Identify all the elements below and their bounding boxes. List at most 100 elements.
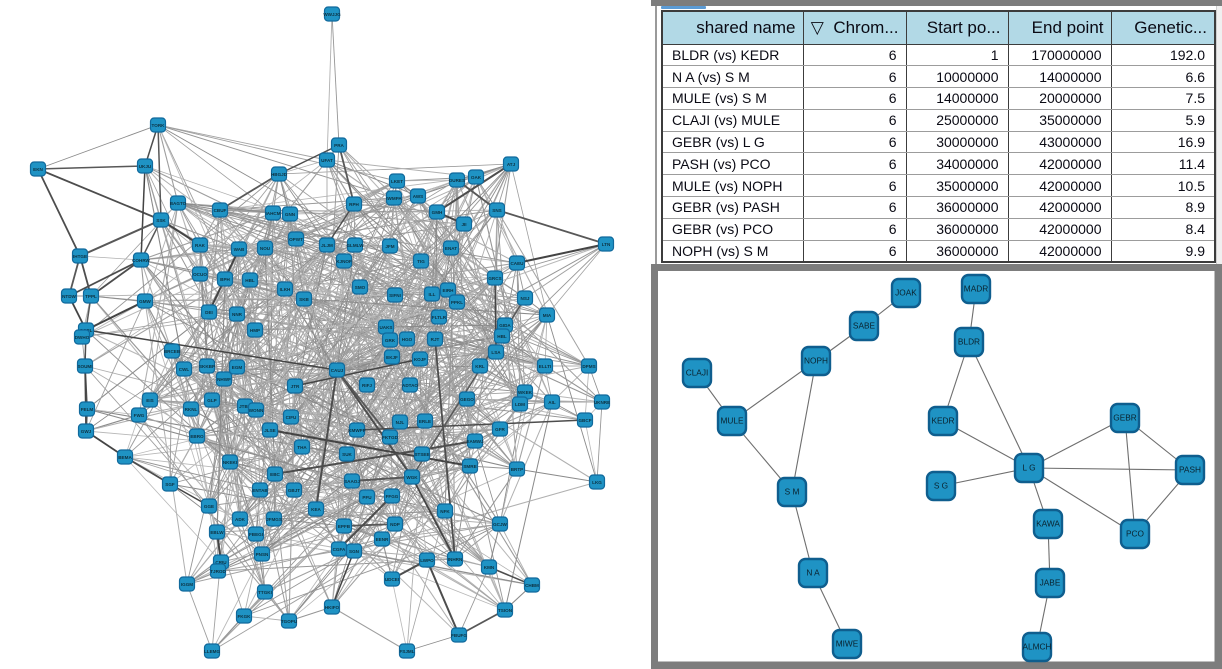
svg-text:MIWE: MIWE — [836, 639, 859, 649]
svg-text:EENR: EENR — [376, 537, 389, 542]
svg-text:SSK: SSK — [156, 218, 166, 223]
svg-text:L G: L G — [1022, 463, 1035, 473]
svg-text:SIFNI: SIFNI — [389, 293, 401, 298]
svg-text:HBL: HBL — [245, 278, 255, 283]
svg-text:WKEK: WKEK — [518, 390, 533, 395]
svg-text:JFM: JFM — [385, 244, 394, 249]
svg-text:NSJ: NSJ — [521, 296, 530, 301]
svg-text:MIA: MIA — [543, 313, 552, 318]
svg-text:PCO: PCO — [1126, 529, 1145, 539]
svg-text:WWJJG: WWJJG — [323, 12, 341, 17]
svg-text:ENTAB: ENTAB — [252, 488, 268, 493]
svg-text:JTR: JTR — [291, 384, 300, 389]
svg-text:UDCEI: UDCEI — [385, 577, 399, 582]
svg-text:DEI: DEI — [205, 310, 213, 315]
svg-text:NHWF: NHWF — [217, 377, 231, 382]
svg-text:ENAT: ENAT — [445, 246, 457, 251]
svg-text:CAEU: CAEU — [510, 261, 524, 266]
svg-text:THA: THA — [297, 445, 307, 450]
svg-text:EGM: EGM — [232, 365, 243, 370]
svg-text:AIL: AIL — [548, 400, 556, 405]
svg-text:WAB: WAB — [234, 247, 245, 252]
svg-text:LTN: LTN — [602, 242, 611, 247]
svg-text:NJL: NJL — [396, 420, 405, 425]
svg-text:FLTLR: FLTLR — [432, 315, 447, 320]
svg-text:BPH: BPH — [220, 277, 230, 282]
svg-text:EBC: EBC — [270, 472, 280, 477]
svg-text:IAHCM: IAHCM — [265, 211, 280, 216]
svg-text:SMRE: SMRE — [463, 464, 476, 469]
svg-text:HMP: HMP — [250, 328, 260, 333]
svg-text:ILL: ILL — [429, 292, 436, 297]
svg-text:GMW: GMW — [139, 299, 151, 304]
svg-text:TGOPU: TGOPU — [281, 619, 298, 624]
svg-text:UFAT: UFAT — [321, 158, 333, 163]
svg-text:ADK: ADK — [235, 517, 246, 522]
svg-text:AWS: AWS — [413, 194, 423, 199]
svg-text:EBRO: EBRO — [190, 434, 204, 439]
svg-text:GLP: GLP — [207, 398, 216, 403]
svg-text:OPWT: OPWT — [289, 237, 303, 242]
svg-text:INHRN: INHRN — [448, 557, 463, 562]
svg-text:HKIFO: HKIFO — [325, 605, 340, 610]
svg-text:KOJF: KOJF — [414, 357, 426, 362]
svg-text:NTDW: NTDW — [62, 294, 76, 299]
svg-text:CHBM: CHBM — [525, 583, 539, 588]
svg-text:DPMS: DPMS — [582, 364, 595, 369]
svg-text:RAK: RAK — [195, 243, 206, 248]
svg-text:LKG: LKG — [592, 480, 602, 485]
svg-text:LKET: LKET — [391, 179, 403, 184]
svg-text:NOPH: NOPH — [804, 356, 828, 366]
svg-text:EBLW: EBLW — [210, 530, 224, 535]
svg-text:GGE: GGE — [204, 504, 214, 509]
svg-text:SUK: SUK — [342, 452, 352, 457]
svg-text:CWL: CWL — [179, 367, 190, 372]
svg-text:KMWPP: KMWPP — [348, 428, 366, 433]
svg-text:FSJML: FSJML — [399, 649, 414, 654]
svg-text:ERLE: ERLE — [419, 419, 431, 424]
svg-text:TPPL: TPPL — [85, 294, 97, 299]
svg-text:CAUJ: CAUJ — [331, 368, 344, 373]
svg-text:PFU: PFU — [362, 495, 372, 500]
svg-text:JABE: JABE — [1040, 578, 1061, 588]
svg-text:GWJ: GWJ — [81, 429, 92, 434]
svg-text:KRL: KRL — [475, 364, 485, 369]
svg-text:RPH: RPH — [349, 202, 359, 207]
svg-text:CLAJI: CLAJI — [686, 368, 709, 378]
svg-text:SAAOJ: SAAOJ — [344, 479, 360, 484]
svg-text:IWMPA: IWMPA — [386, 196, 402, 201]
svg-text:TTGKI: TTGKI — [258, 590, 272, 595]
svg-text:GCJW: GCJW — [493, 522, 507, 527]
svg-text:MADR: MADR — [964, 284, 988, 294]
svg-text:GBCF: GBCF — [578, 418, 591, 423]
svg-text:IGGM: IGGM — [181, 582, 193, 587]
svg-text:NDP: NDP — [390, 522, 400, 527]
svg-text:FWG: FWG — [134, 413, 145, 418]
svg-text:GRK: GRK — [385, 338, 396, 343]
svg-text:PPKL: PPKL — [451, 300, 463, 305]
svg-text:LWPO: LWPO — [420, 558, 434, 563]
svg-text:NKEKI: NKEKI — [223, 460, 237, 465]
svg-text:HGO: HGO — [402, 337, 413, 342]
svg-text:TSION: TSION — [498, 608, 513, 613]
svg-text:SMO: SMO — [355, 285, 366, 290]
svg-text:FKTGD: FKTGD — [382, 435, 399, 440]
svg-text:CRIU: CRIU — [215, 560, 227, 565]
svg-text:KEDR: KEDR — [931, 416, 954, 426]
svg-text:GNN: GNN — [285, 212, 296, 217]
svg-text:MULE: MULE — [720, 416, 744, 426]
svg-text:ATJ: ATJ — [507, 162, 516, 167]
svg-text:GEBR: GEBR — [1113, 413, 1137, 423]
svg-text:STSEE: STSEE — [414, 452, 429, 457]
svg-text:EPFB: EPFB — [338, 524, 351, 529]
svg-text:OCUO: OCUO — [193, 272, 207, 277]
svg-text:JII: JII — [461, 222, 466, 227]
svg-text:OAK: OAK — [471, 175, 482, 180]
svg-text:UAKS: UAKS — [379, 325, 392, 330]
svg-text:EKN: EKN — [33, 167, 43, 172]
svg-text:JFMGS: JFMGS — [266, 517, 282, 522]
svg-text:JOAK: JOAK — [895, 288, 917, 298]
svg-text:GMH: GMH — [432, 210, 443, 215]
svg-text:ALMCH: ALMCH — [1022, 642, 1051, 652]
svg-text:ADTAO: ADTAO — [402, 383, 418, 388]
